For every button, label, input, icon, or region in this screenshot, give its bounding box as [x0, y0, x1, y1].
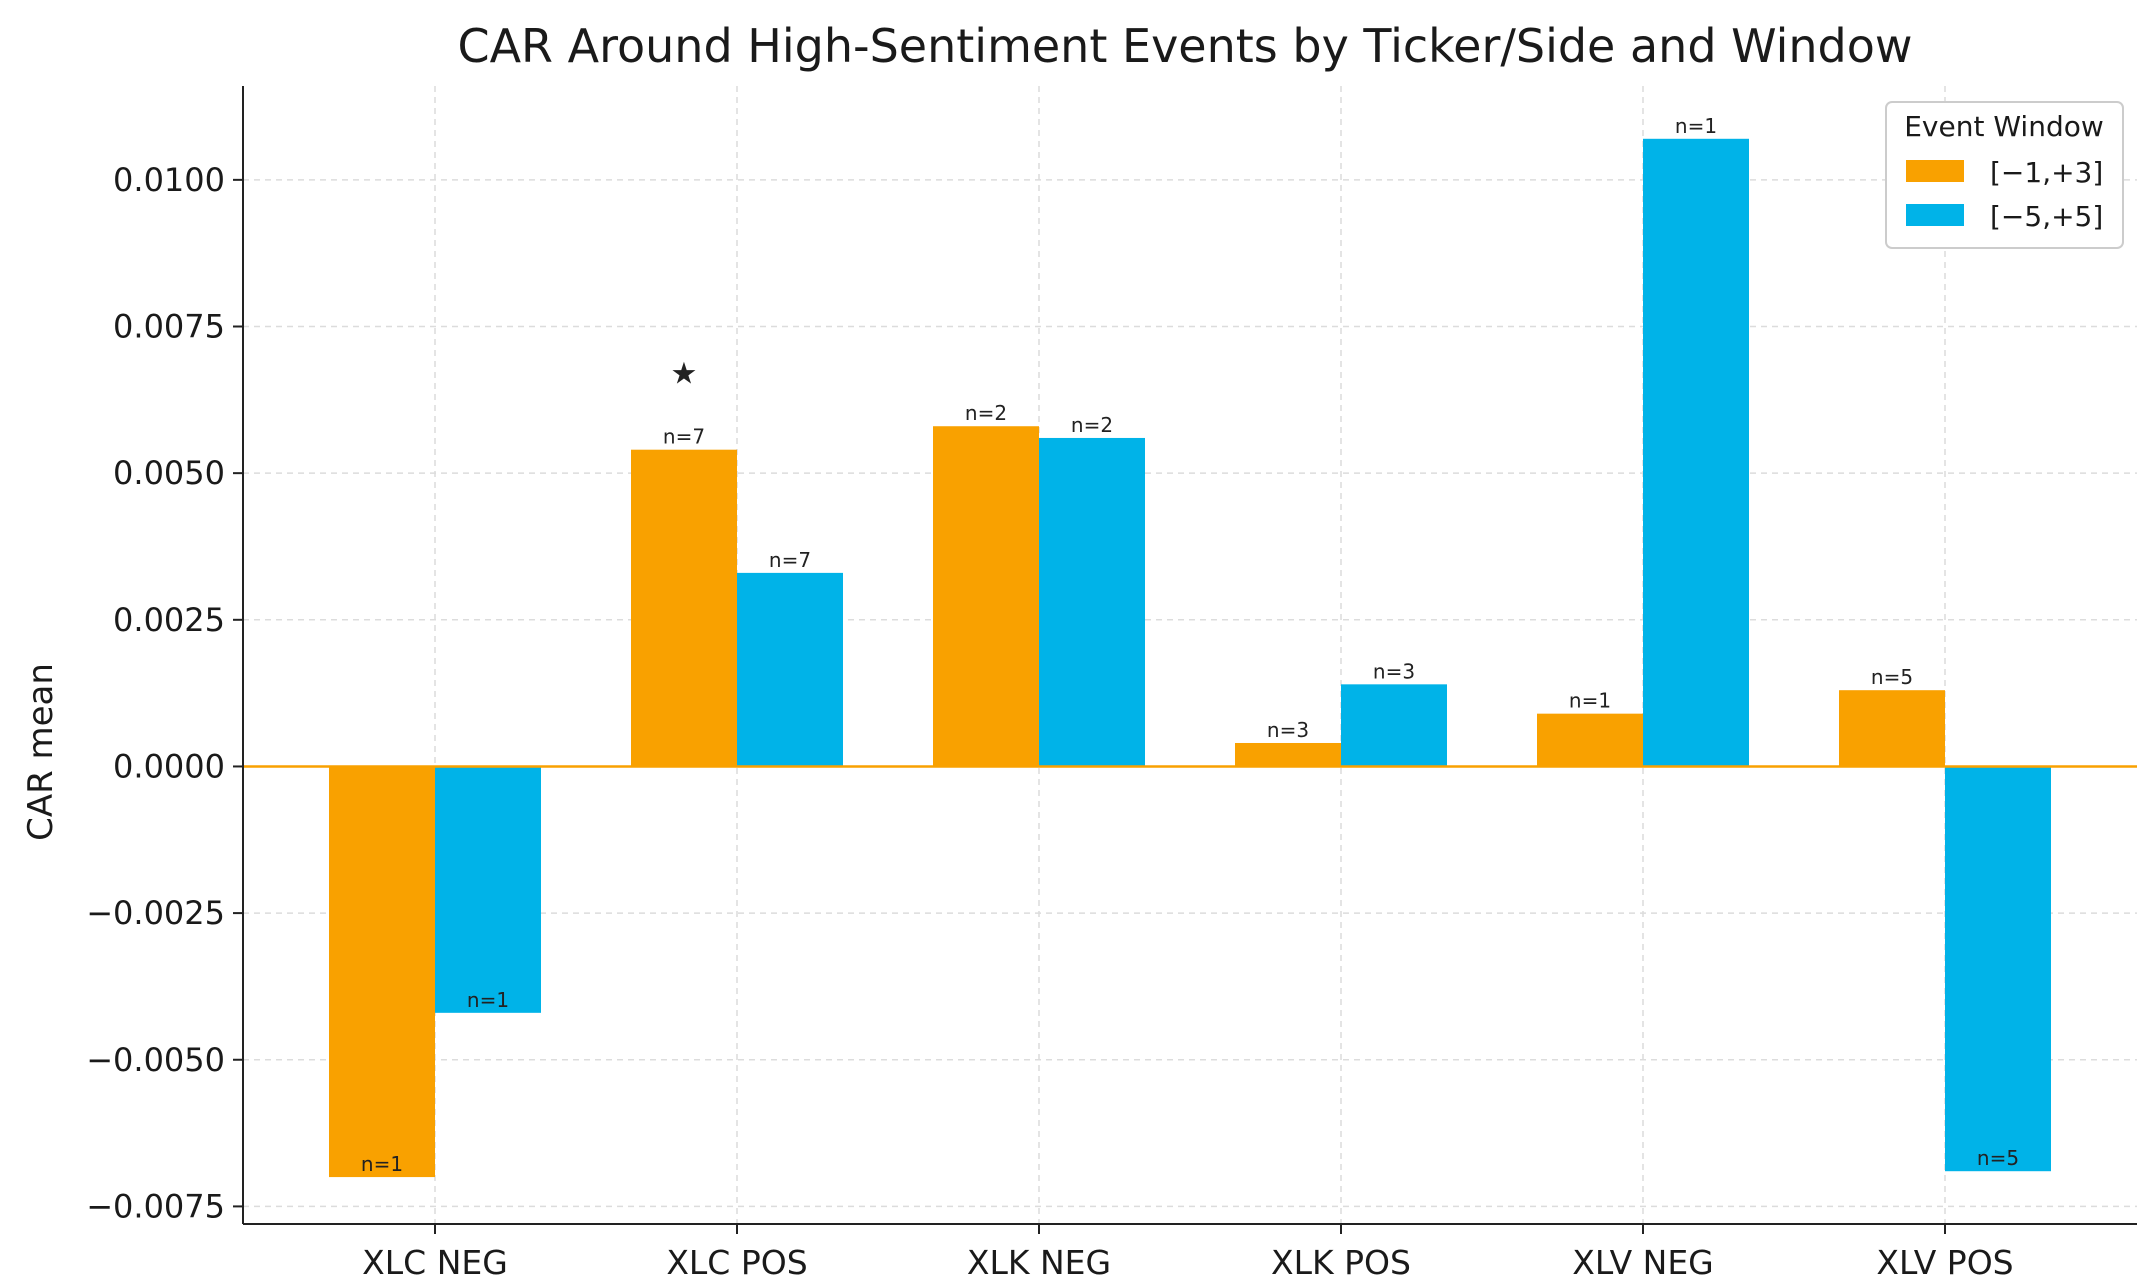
x-tick-label: XLV POS: [1876, 1243, 2013, 1276]
x-tick-label: XLC POS: [666, 1243, 807, 1276]
y-tick-label: 0.0000: [113, 747, 225, 785]
y-tick-label: 0.0025: [113, 601, 225, 639]
x-tick-label: XLK NEG: [967, 1243, 1111, 1276]
legend-label-1-3: [−1,+3]: [1990, 156, 2103, 189]
legend-title: Event Window: [1904, 110, 2104, 143]
bar-count-label: n=5: [1871, 665, 1913, 689]
y-tick-label: −0.0025: [86, 894, 225, 932]
legend-label-5-5: [−5,+5]: [1990, 200, 2103, 233]
label-layer: −0.0075 −0.0050 −0.0025 0.0000 0.0025 0.0050 0…: [86, 114, 2019, 1281]
y-tick-label: 0.0075: [113, 308, 225, 346]
bar-layer: [329, 138, 2051, 1178]
bar-count-label: n=3: [1267, 718, 1309, 742]
bar-count-label: n=1: [361, 1152, 403, 1176]
bar-count-label: n=7: [769, 548, 811, 572]
bar-window-1-3: [329, 766, 435, 1178]
bar-count-label: n=1: [467, 988, 509, 1012]
bar-window-5-5: [1341, 684, 1447, 767]
legend-swatch-5-5: [1906, 204, 1964, 226]
axis-layer: [233, 86, 2137, 1234]
bar-window-1-3: [1537, 713, 1643, 767]
bar-count-label: n=2: [1071, 413, 1113, 437]
bar-window-5-5: [1945, 766, 2051, 1172]
y-tick-label: 0.0050: [113, 454, 225, 492]
x-tick-label: XLK POS: [1271, 1243, 1411, 1276]
bar-count-label: n=1: [1569, 689, 1611, 713]
bar-window-1-3: [933, 426, 1039, 767]
bar-count-label: n=7: [663, 425, 705, 449]
legend-swatch-1-3: [1906, 160, 1964, 182]
legend: Event Window [−1,+3] [−5,+5]: [1885, 101, 2124, 249]
bar-count-label: n=1: [1675, 114, 1717, 138]
chart-title: CAR Around High-Sentiment Events by Tick…: [457, 19, 1912, 73]
x-tick-label: XLV NEG: [1572, 1243, 1714, 1276]
bar-window-5-5: [435, 766, 541, 1013]
x-tick-label: XLC NEG: [362, 1243, 508, 1276]
y-axis-label: CAR mean: [21, 663, 61, 841]
bar-count-label: n=2: [965, 401, 1007, 425]
bar-window-1-3: [1839, 690, 1945, 767]
bar-window-5-5: [737, 572, 843, 767]
y-tick-label: −0.0075: [86, 1187, 225, 1225]
significance-star: ★: [671, 356, 698, 391]
y-tick-label: −0.0050: [86, 1041, 225, 1079]
bar-window-5-5: [1039, 437, 1145, 767]
bar-count-label: n=5: [1977, 1146, 2019, 1170]
bar-count-label: n=3: [1373, 659, 1415, 683]
y-tick-label: 0.0100: [113, 161, 225, 199]
bar-window-5-5: [1643, 138, 1749, 767]
bar-window-1-3: [631, 449, 737, 767]
bar-window-1-3: [1235, 742, 1341, 767]
